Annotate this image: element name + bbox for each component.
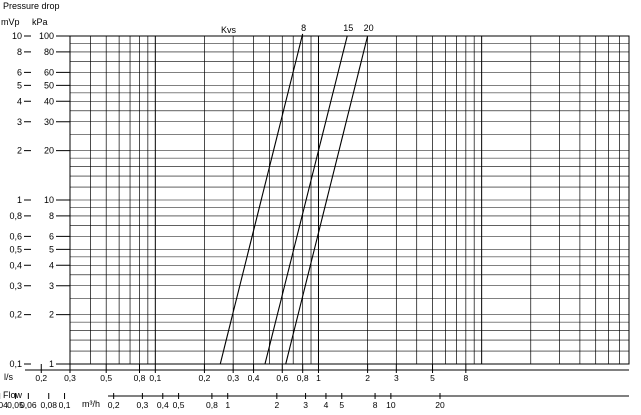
flow-ls-tick-label: 8	[463, 373, 468, 383]
kpa-tick-label: 80	[44, 47, 54, 57]
chart-grid	[69, 35, 630, 365]
mvp-tick-label: 10	[12, 31, 22, 41]
flow-ls-tick-label: 0,5	[100, 373, 112, 383]
flow-m3h-unit: m³/h	[82, 399, 100, 409]
flow-m3h-tick-label: 20	[435, 400, 445, 410]
mvp-tick-label: 0,6	[9, 231, 22, 241]
kpa-unit-label: kPa	[32, 17, 48, 27]
flow-ls-tick-label: 0,1	[149, 373, 161, 383]
flow-m3h-tick-label: 3	[303, 400, 308, 410]
flow-ls-tick-label: 2	[365, 373, 370, 383]
flow-m3h-tick-label: 0,4	[157, 400, 169, 410]
kpa-tick-label: 8	[49, 211, 54, 221]
kvs-label: Kvs	[221, 25, 237, 35]
flow-ls-tick-label: 0,3	[64, 373, 76, 383]
kpa-tick-label: 5	[49, 244, 54, 254]
mvp-tick-label: 1	[17, 195, 22, 205]
kvs-8-curve	[219, 33, 304, 365]
kpa-tick-label: 1	[49, 359, 54, 369]
kpa-tick-label: 4	[49, 260, 54, 270]
mvp-tick-label: 0,8	[9, 211, 22, 221]
flow-m3h-tick-label: 0,5	[173, 400, 185, 410]
flow-m3h-tick-label: 1	[225, 400, 230, 410]
chart-title: Pressure drop	[3, 1, 60, 11]
mvp-tick-label: 0,4	[9, 260, 22, 270]
flow-ls-unit: l/s	[4, 372, 14, 382]
flow-m3h-tick-label: 0,8	[206, 400, 218, 410]
flow-m3h-tick-label: 4	[324, 400, 329, 410]
mvp-tick-label: 8	[17, 47, 22, 57]
flow-m3h-tick-label: 2	[274, 400, 279, 410]
kvs-20-label: 20	[364, 23, 374, 33]
chart-axes: 1086543210,80,60,50,40,30,20,11008060504…	[0, 31, 629, 410]
kvs-8-label: 8	[301, 23, 306, 33]
flow-label: Flow	[3, 390, 23, 400]
mvp-tick-label: 0,5	[9, 244, 22, 254]
kpa-tick-label: 10	[44, 195, 54, 205]
mvp-tick-label: 6	[17, 67, 22, 77]
mvp-tick-label: 0,2	[9, 310, 22, 320]
kvs-curves: 8 15 20	[219, 23, 374, 365]
kvs-15-curve	[264, 35, 348, 365]
flow-ls-tick-label: 0,2	[35, 373, 47, 383]
mvp-tick-label: 4	[17, 96, 22, 106]
kpa-tick-label: 2	[49, 310, 54, 320]
flow-ls-tick-label: 1	[316, 373, 321, 383]
flow-m3h-tick-label: 0,2	[108, 400, 120, 410]
flow-ls-tick-label: 0,6	[276, 373, 288, 383]
flow-ls-tick-label: 0,4	[248, 373, 260, 383]
flow-ls-tick-label: 3	[394, 373, 399, 383]
kpa-tick-label: 50	[44, 80, 54, 90]
kpa-tick-label: 30	[44, 117, 54, 127]
mvp-unit-label: mVp	[1, 17, 20, 27]
kpa-tick-label: 100	[39, 31, 54, 41]
flow-m3h-tick-label: 10	[386, 400, 396, 410]
mvp-tick-label: 5	[17, 80, 22, 90]
kpa-tick-label: 20	[44, 146, 54, 156]
flow-ls-tick-label: 0,8	[134, 373, 146, 383]
kpa-tick-label: 6	[49, 231, 54, 241]
kpa-tick-label: 3	[49, 281, 54, 291]
flow-ls-tick-label: 5	[430, 373, 435, 383]
kvs-20-curve	[285, 35, 369, 365]
flow-m3h-tick-label: 0,05	[7, 400, 24, 410]
mvp-tick-label: 0,1	[9, 359, 22, 369]
flow-m3h-tick-label: 0,04	[0, 400, 8, 410]
flow-ls-tick-label: 0,8	[297, 373, 309, 383]
flow-ls-tick-label: 0,3	[227, 373, 239, 383]
kvs-15-label: 15	[343, 23, 353, 33]
mvp-tick-label: 0,3	[9, 281, 22, 291]
flow-m3h-tick-label: 0,3	[136, 400, 148, 410]
flow-ls-tick-label: 0,2	[199, 373, 211, 383]
flow-m3h-tick-label: 0,08	[40, 400, 57, 410]
flow-m3h-tick-label: 8	[373, 400, 378, 410]
mvp-tick-label: 3	[17, 117, 22, 127]
kpa-tick-label: 40	[44, 96, 54, 106]
flow-m3h-tick-label: 5	[339, 400, 344, 410]
flow-m3h-tick-label: 0,06	[20, 400, 37, 410]
kpa-tick-label: 60	[44, 67, 54, 77]
mvp-tick-label: 2	[17, 146, 22, 156]
flow-m3h-tick-label: 0,1	[59, 400, 71, 410]
